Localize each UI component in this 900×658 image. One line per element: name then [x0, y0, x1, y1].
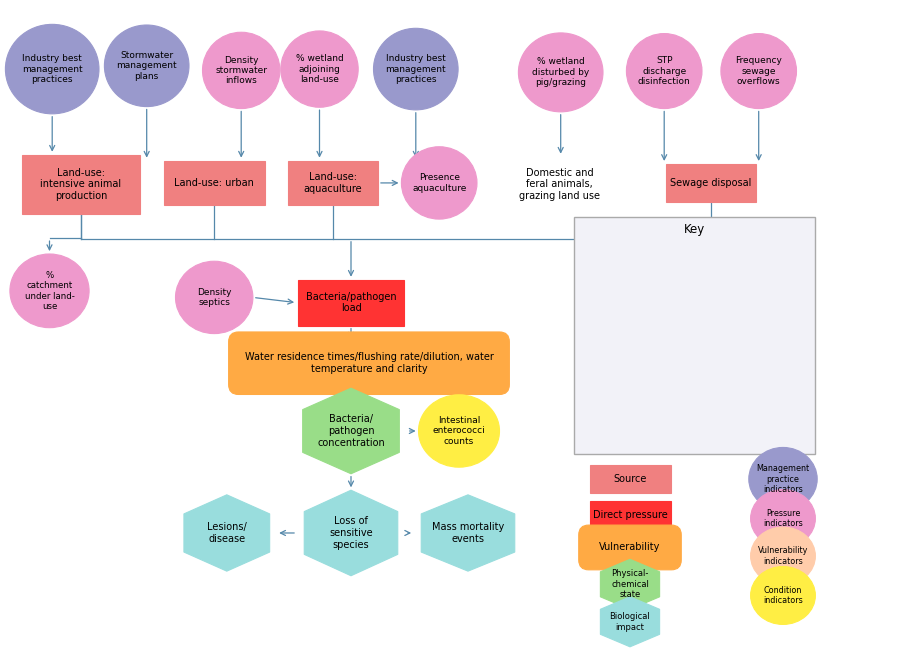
Text: Physical-
chemical
state: Physical- chemical state [611, 569, 649, 599]
Ellipse shape [10, 254, 89, 328]
Text: Industry best
management
practices: Industry best management practices [22, 54, 83, 84]
Polygon shape [600, 559, 660, 609]
Text: Bacteria/
pathogen
concentration: Bacteria/ pathogen concentration [317, 415, 385, 447]
Text: Presence
aquaculture: Presence aquaculture [412, 173, 466, 193]
Ellipse shape [104, 25, 189, 107]
Text: Industry best
management
practices: Industry best management practices [385, 54, 446, 84]
Text: %
catchment
under land-
use: % catchment under land- use [24, 270, 75, 311]
Text: Density
stormwater
inflows: Density stormwater inflows [215, 55, 267, 86]
Ellipse shape [418, 395, 500, 467]
Polygon shape [184, 495, 270, 571]
Text: Land-use:
intensive animal
production: Land-use: intensive animal production [40, 168, 122, 201]
Polygon shape [304, 490, 398, 576]
FancyBboxPatch shape [579, 525, 681, 570]
Text: % wetland
disturbed by
pig/grazing: % wetland disturbed by pig/grazing [532, 57, 590, 88]
Text: Land-use: urban: Land-use: urban [175, 178, 254, 188]
Ellipse shape [518, 33, 603, 112]
Ellipse shape [5, 24, 99, 114]
Text: Lesions/
disease: Lesions/ disease [207, 522, 247, 544]
Text: Source: Source [613, 474, 647, 484]
FancyBboxPatch shape [590, 501, 670, 528]
Text: Vulnerability
indicators: Vulnerability indicators [758, 546, 808, 566]
Text: Domestic and
feral animals,
grazing land use: Domestic and feral animals, grazing land… [519, 168, 600, 201]
Text: Mass mortality
events: Mass mortality events [432, 522, 504, 544]
Ellipse shape [281, 31, 358, 107]
Text: Direct pressure: Direct pressure [592, 509, 668, 520]
Ellipse shape [374, 28, 458, 110]
Ellipse shape [721, 34, 796, 109]
FancyBboxPatch shape [164, 161, 265, 205]
Text: STP
discharge
disinfection: STP discharge disinfection [638, 56, 690, 86]
Text: Frequency
sewage
overflows: Frequency sewage overflows [735, 56, 782, 86]
FancyBboxPatch shape [574, 217, 815, 454]
Ellipse shape [751, 490, 815, 547]
Text: Density
septics: Density septics [197, 288, 231, 307]
Text: % wetland
adjoining
land-use: % wetland adjoining land-use [295, 54, 344, 84]
FancyBboxPatch shape [590, 465, 670, 493]
Text: Land-use:
aquaculture: Land-use: aquaculture [303, 172, 363, 193]
Ellipse shape [751, 567, 815, 624]
Text: Key: Key [684, 222, 706, 236]
Text: Vulnerability: Vulnerability [599, 542, 661, 553]
Text: Condition
indicators: Condition indicators [763, 586, 803, 605]
FancyBboxPatch shape [288, 161, 378, 205]
FancyBboxPatch shape [298, 280, 404, 326]
Text: Water residence times/flushing rate/dilution, water
temperature and clarity: Water residence times/flushing rate/dilu… [245, 353, 493, 374]
Ellipse shape [749, 447, 817, 511]
Text: Sewage disposal: Sewage disposal [670, 178, 752, 188]
Text: Stormwater
management
plans: Stormwater management plans [116, 51, 177, 81]
Ellipse shape [751, 527, 815, 585]
Text: Bacteria/pathogen
load: Bacteria/pathogen load [306, 292, 396, 313]
Text: Loss of
sensitive
species: Loss of sensitive species [329, 517, 373, 549]
Polygon shape [600, 597, 660, 647]
Ellipse shape [626, 34, 702, 109]
FancyBboxPatch shape [666, 164, 756, 202]
Text: Intestinal
enterococci
counts: Intestinal enterococci counts [433, 416, 485, 446]
FancyBboxPatch shape [22, 155, 140, 214]
Ellipse shape [401, 147, 477, 219]
Polygon shape [421, 495, 515, 571]
FancyBboxPatch shape [229, 332, 509, 395]
Text: Management
practice
indicators: Management practice indicators [756, 464, 810, 494]
Polygon shape [302, 388, 400, 474]
Ellipse shape [176, 261, 253, 334]
Text: Pressure
indicators: Pressure indicators [763, 509, 803, 528]
Ellipse shape [202, 32, 280, 109]
Text: Biological
impact: Biological impact [609, 612, 651, 632]
